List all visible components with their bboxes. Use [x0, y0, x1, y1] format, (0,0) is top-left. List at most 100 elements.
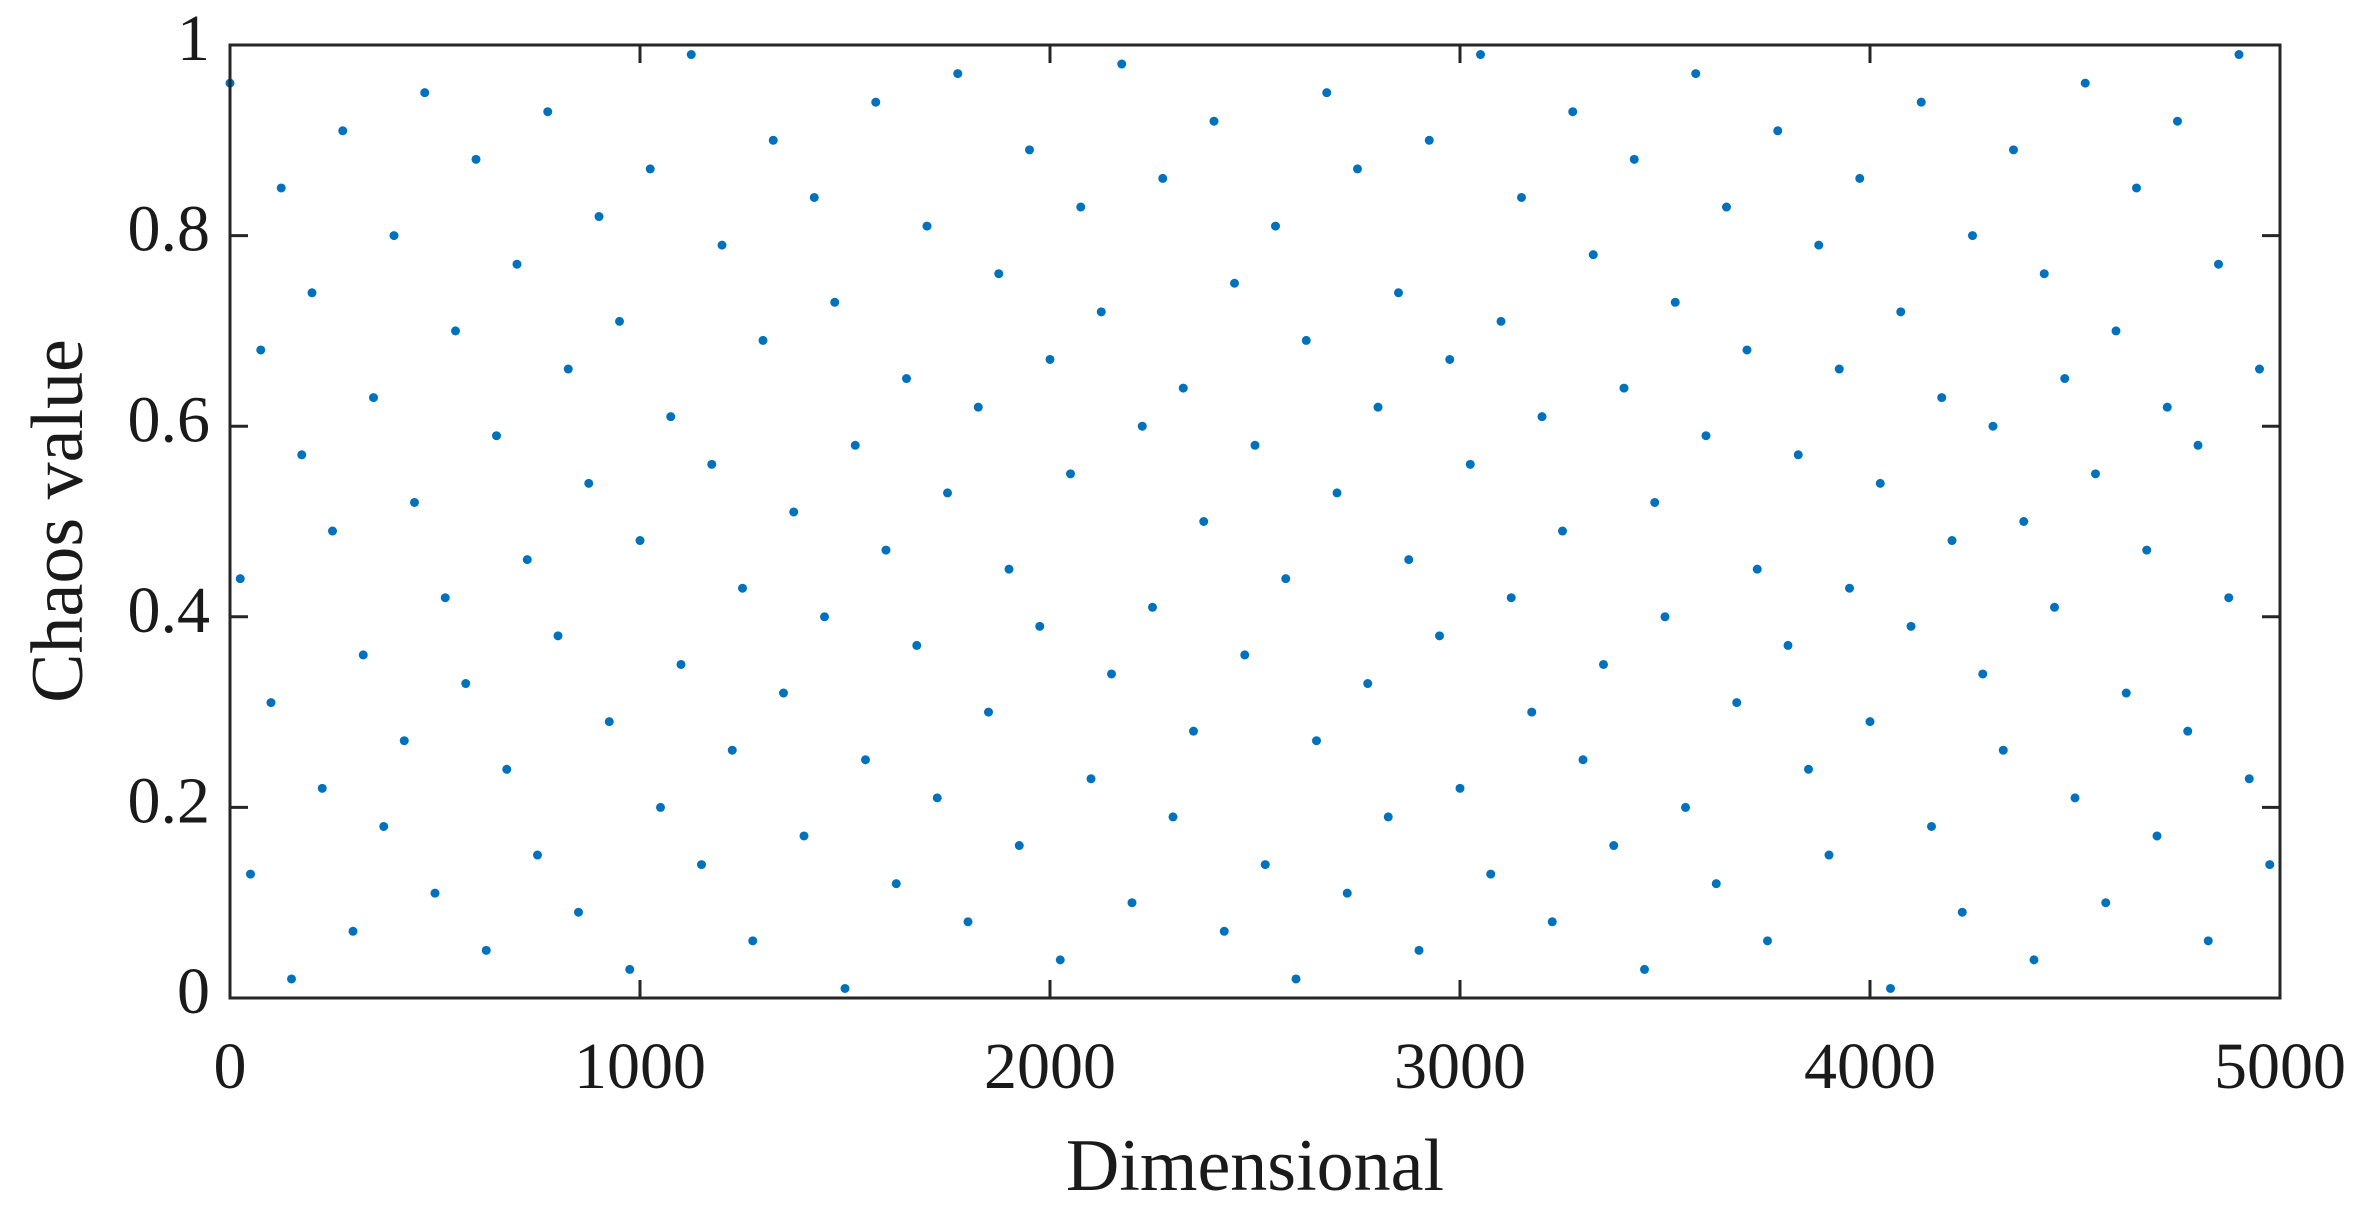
point [1568, 107, 1578, 117]
point [543, 107, 553, 117]
point [2234, 50, 2244, 60]
point [891, 879, 901, 889]
point [1711, 879, 1721, 889]
point [1127, 898, 1137, 908]
point [451, 326, 460, 336]
point [1978, 669, 1988, 679]
y-tick-label: 0.6 [128, 383, 211, 456]
point [1178, 383, 1188, 393]
point [799, 831, 809, 841]
point [2173, 116, 2182, 126]
point [410, 497, 419, 507]
point [1558, 526, 1567, 536]
point [1445, 354, 1455, 364]
point [2142, 545, 2152, 555]
point [461, 679, 471, 689]
point [1640, 964, 1649, 974]
point [1896, 307, 1906, 317]
point [850, 440, 860, 450]
point [2121, 688, 2131, 698]
point [1045, 354, 1055, 364]
point [1701, 431, 1711, 441]
point [256, 345, 266, 355]
point [1424, 135, 1434, 145]
point [2265, 860, 2275, 870]
point [645, 164, 655, 174]
x-tick-label: 4000 [1804, 1030, 1936, 1103]
point [1353, 164, 1362, 174]
point [1219, 926, 1229, 936]
point [1158, 173, 1168, 183]
point [768, 135, 778, 145]
point [1752, 564, 1762, 574]
point [820, 612, 829, 622]
point [922, 221, 932, 231]
y-tick-label: 0.2 [128, 765, 211, 838]
point [1168, 812, 1178, 822]
point [1814, 240, 1824, 250]
point [2029, 955, 2039, 965]
point [1527, 707, 1537, 717]
point [1332, 488, 1342, 498]
plot-area [225, 50, 2275, 993]
x-tick-label: 0 [214, 1030, 247, 1103]
point [1383, 812, 1393, 822]
point [2050, 602, 2059, 612]
point [902, 374, 911, 384]
point [2193, 440, 2203, 450]
point [2101, 898, 2111, 908]
point [1722, 202, 1731, 212]
point [379, 821, 389, 831]
point [1670, 297, 1680, 307]
point [707, 459, 717, 469]
point [1547, 917, 1557, 927]
point [871, 97, 881, 107]
point [1916, 97, 1926, 107]
point [522, 555, 532, 565]
point [1363, 679, 1373, 689]
point [625, 964, 635, 974]
y-tick-label: 0.4 [128, 574, 211, 647]
point [1230, 278, 1239, 288]
point [1486, 869, 1496, 879]
point [1076, 202, 1086, 212]
point [1599, 659, 1608, 669]
point [2255, 364, 2264, 374]
point [1322, 88, 1332, 98]
point [779, 688, 788, 698]
point [1927, 821, 1936, 831]
point [512, 259, 522, 269]
point [1465, 459, 1475, 469]
point [1763, 936, 1772, 946]
point [1650, 497, 1660, 507]
point [1742, 345, 1752, 355]
point [676, 659, 686, 669]
point [1988, 421, 1998, 431]
point [840, 983, 850, 993]
x-tick-label: 1000 [574, 1030, 706, 1103]
point [1404, 555, 1414, 565]
plot-frame [228, 43, 2282, 1000]
point [809, 192, 819, 202]
point [1629, 154, 1639, 164]
point [973, 402, 983, 412]
point [1086, 774, 1096, 784]
point [338, 126, 348, 136]
point [440, 593, 450, 603]
point [420, 88, 430, 98]
point [1240, 650, 1250, 660]
point [963, 917, 973, 927]
axes: 0 1000 2000 3000 4000 5000 0 0.2 0.4 0.6 0.8 1 [128, 2, 2347, 1103]
point [758, 335, 768, 345]
point [2183, 726, 2193, 736]
point [881, 545, 891, 555]
point [1414, 945, 1424, 955]
point [1281, 574, 1291, 584]
y-tick-label: 0.8 [128, 193, 211, 266]
point [1875, 478, 1885, 488]
point [1834, 364, 1844, 374]
point [1199, 517, 1209, 526]
point [1506, 593, 1516, 603]
point [1209, 116, 1219, 126]
point [1373, 402, 1383, 412]
